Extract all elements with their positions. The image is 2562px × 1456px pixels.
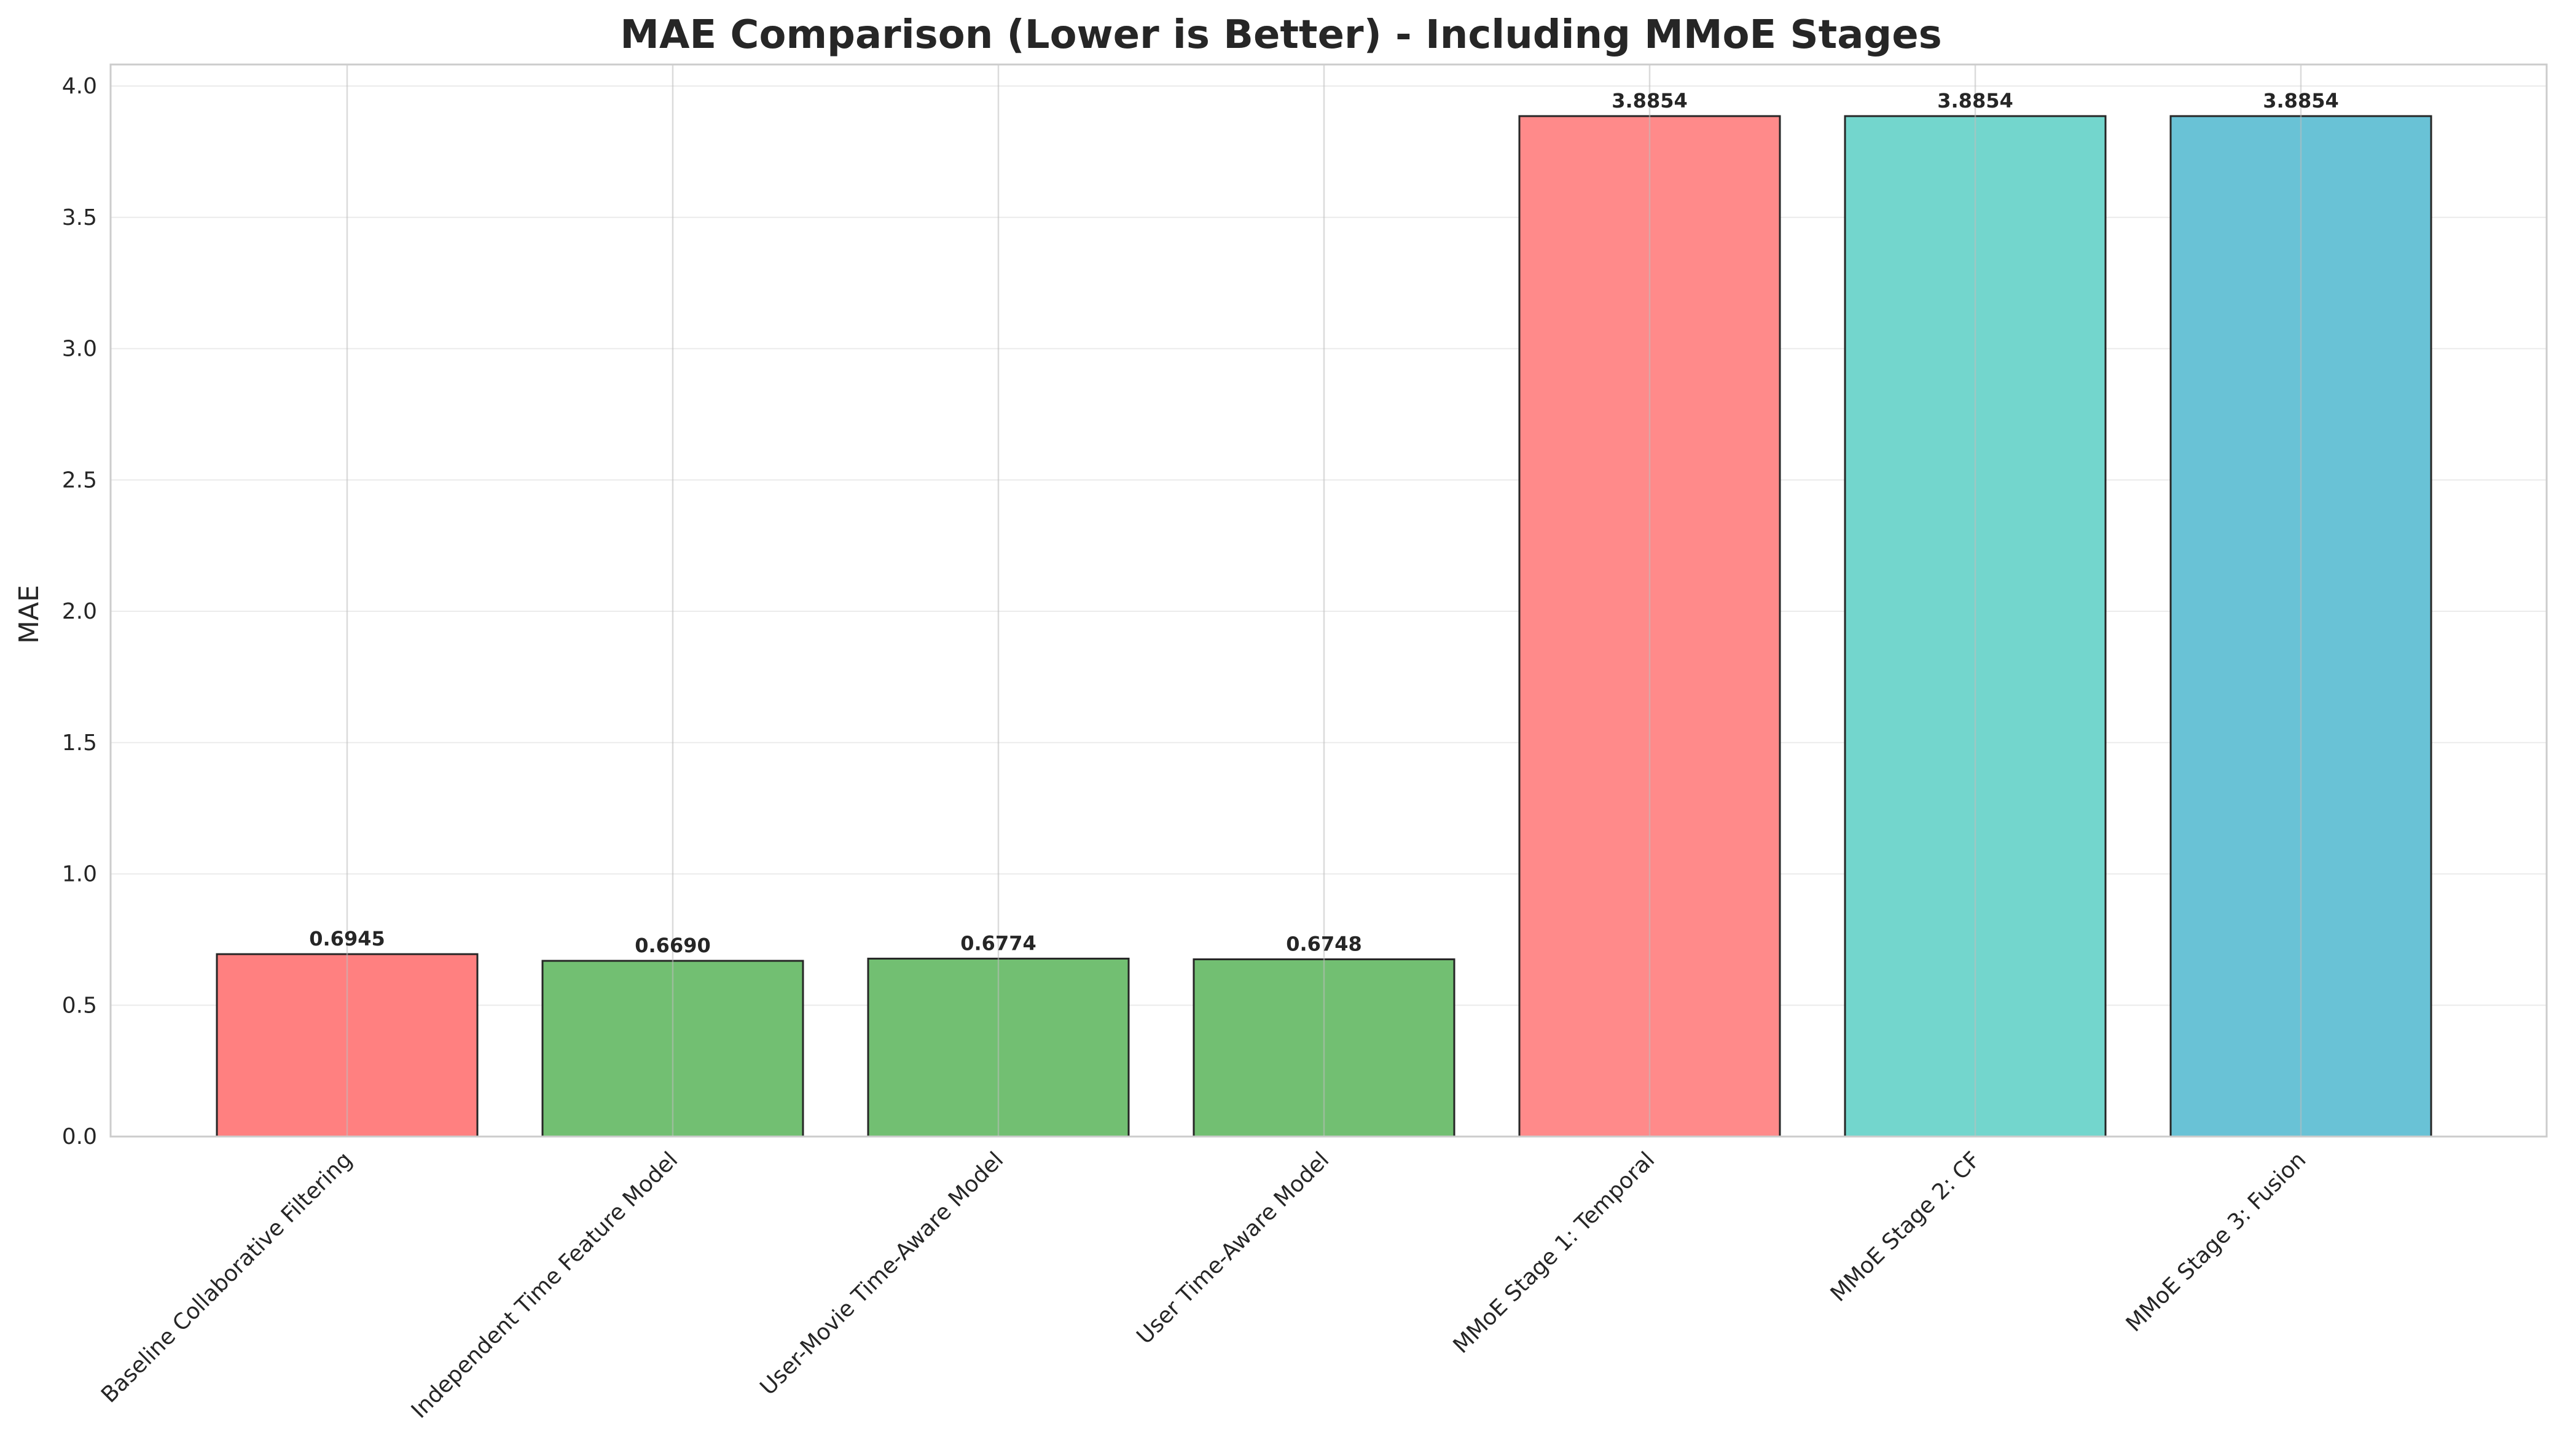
- y-tick-label: 1.5: [62, 730, 97, 756]
- y-tick-label: 3.5: [62, 205, 97, 230]
- bar-value-label: 0.6774: [960, 931, 1036, 955]
- data-labels-layer: 0.6945 0.6690 0.6774 0.6748 3.8854 3.8854 3.88…: [309, 89, 2338, 957]
- y-tick-label: 0.0: [62, 1124, 97, 1149]
- y-tick-label: 1.0: [62, 862, 97, 887]
- bar-value-label: 3.8854: [1937, 89, 2013, 112]
- vertical-grid-layer: [346, 65, 2302, 1137]
- y-tick-label: 4.0: [62, 74, 97, 99]
- y-tick-label: 3.0: [62, 337, 97, 362]
- y-ticks-layer: 0.0 0.5 1.0 1.5 2.0 2.5 3.0 3.5 4.0: [62, 74, 97, 1149]
- bar-value-label: 3.8854: [1612, 89, 1687, 112]
- bar-value-label: 0.6945: [309, 927, 385, 950]
- bar-value-label: 3.8854: [2263, 89, 2338, 112]
- y-axis-label: MAE: [14, 585, 45, 644]
- bar-value-label: 0.6748: [1286, 933, 1361, 956]
- y-tick-label: 0.5: [62, 993, 97, 1018]
- y-tick-label: 2.0: [62, 599, 97, 624]
- plot-frame: [109, 63, 2548, 1138]
- bar-value-label: 0.6690: [635, 934, 710, 957]
- chart-title: MAE Comparison (Lower is Better) - Inclu…: [620, 12, 1941, 58]
- y-tick-label: 2.5: [62, 468, 97, 493]
